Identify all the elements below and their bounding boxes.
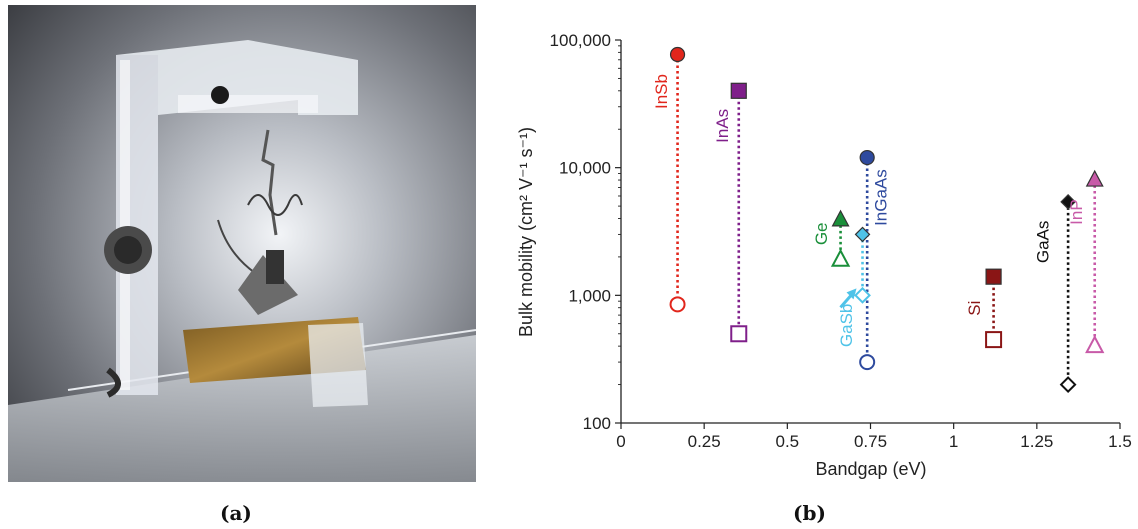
inas-electron-marker xyxy=(730,82,747,99)
x-tick-label: 0.25 xyxy=(688,432,721,451)
gasb-electron-marker xyxy=(854,226,871,243)
y-tick-label: 1,000 xyxy=(568,286,611,305)
gaas-electron-marker xyxy=(1060,193,1076,210)
inp-electron-marker xyxy=(1085,169,1104,187)
y-tick-label: 10,000 xyxy=(559,159,611,178)
x-tick-label: 0 xyxy=(616,432,625,451)
gasb-label: GaSb xyxy=(837,304,856,347)
gasb-arrow-head xyxy=(846,288,857,300)
ingaas-label: InGaAs xyxy=(872,169,891,226)
inas-hole-marker xyxy=(730,325,748,343)
x-tick-label: 1.5 xyxy=(1108,432,1132,451)
mobility-chart-svg: 0 0.25 0.5 0.75 1 1.25 1.5 100 1,000 10,000 100,00… xyxy=(516,31,1132,479)
insb-electron-marker xyxy=(669,46,686,63)
ge-hole-marker xyxy=(830,248,851,267)
y-axis-label: Bulk mobility (cm² V⁻¹ s⁻¹) xyxy=(516,127,536,337)
ingaas-hole-marker xyxy=(859,354,876,371)
ingaas-electron-marker xyxy=(859,149,875,166)
x-tick-label: 1.25 xyxy=(1020,432,1053,451)
gaas-label: GaAs xyxy=(1034,221,1053,264)
transistor-photo-image xyxy=(8,5,477,482)
insb-hole-marker xyxy=(669,296,686,313)
x-tick-label: 1 xyxy=(949,432,958,451)
mobility-chart: 0 0.25 0.5 0.75 1 1.25 1.5 100 1,000 10,000 100,00… xyxy=(480,0,1138,500)
x-axis-label: Bandgap (eV) xyxy=(815,459,926,479)
x-tick-label: 0.5 xyxy=(776,432,800,451)
si-label: Si xyxy=(965,301,984,316)
gasb-hole-marker xyxy=(854,286,871,304)
y-tick-label: 100,000 xyxy=(550,31,611,50)
chart-axes: 0 0.25 0.5 0.75 1 1.25 1.5 100 1,000 10,000 100,00… xyxy=(550,31,1132,451)
inp-label: InP xyxy=(1067,199,1086,225)
ge-label: Ge xyxy=(812,222,831,245)
transistor-photo xyxy=(8,5,477,482)
panel-a-label: (a) xyxy=(220,501,252,525)
insb-label: InSb xyxy=(652,74,671,109)
si-electron-marker xyxy=(985,268,1002,285)
gaas-hole-marker xyxy=(1059,376,1077,393)
chart-marks: InSb InAs InGaAs Ge GaSb Si GaAs InP xyxy=(652,46,1105,393)
x-tick-label: 0.75 xyxy=(854,432,887,451)
inas-label: InAs xyxy=(713,109,732,143)
y-tick-label: 100 xyxy=(583,414,611,433)
inp-hole-marker xyxy=(1085,335,1105,354)
si-hole-marker xyxy=(985,331,1003,349)
panel-b-label: (b) xyxy=(793,501,826,525)
ge-electron-marker xyxy=(831,209,850,227)
